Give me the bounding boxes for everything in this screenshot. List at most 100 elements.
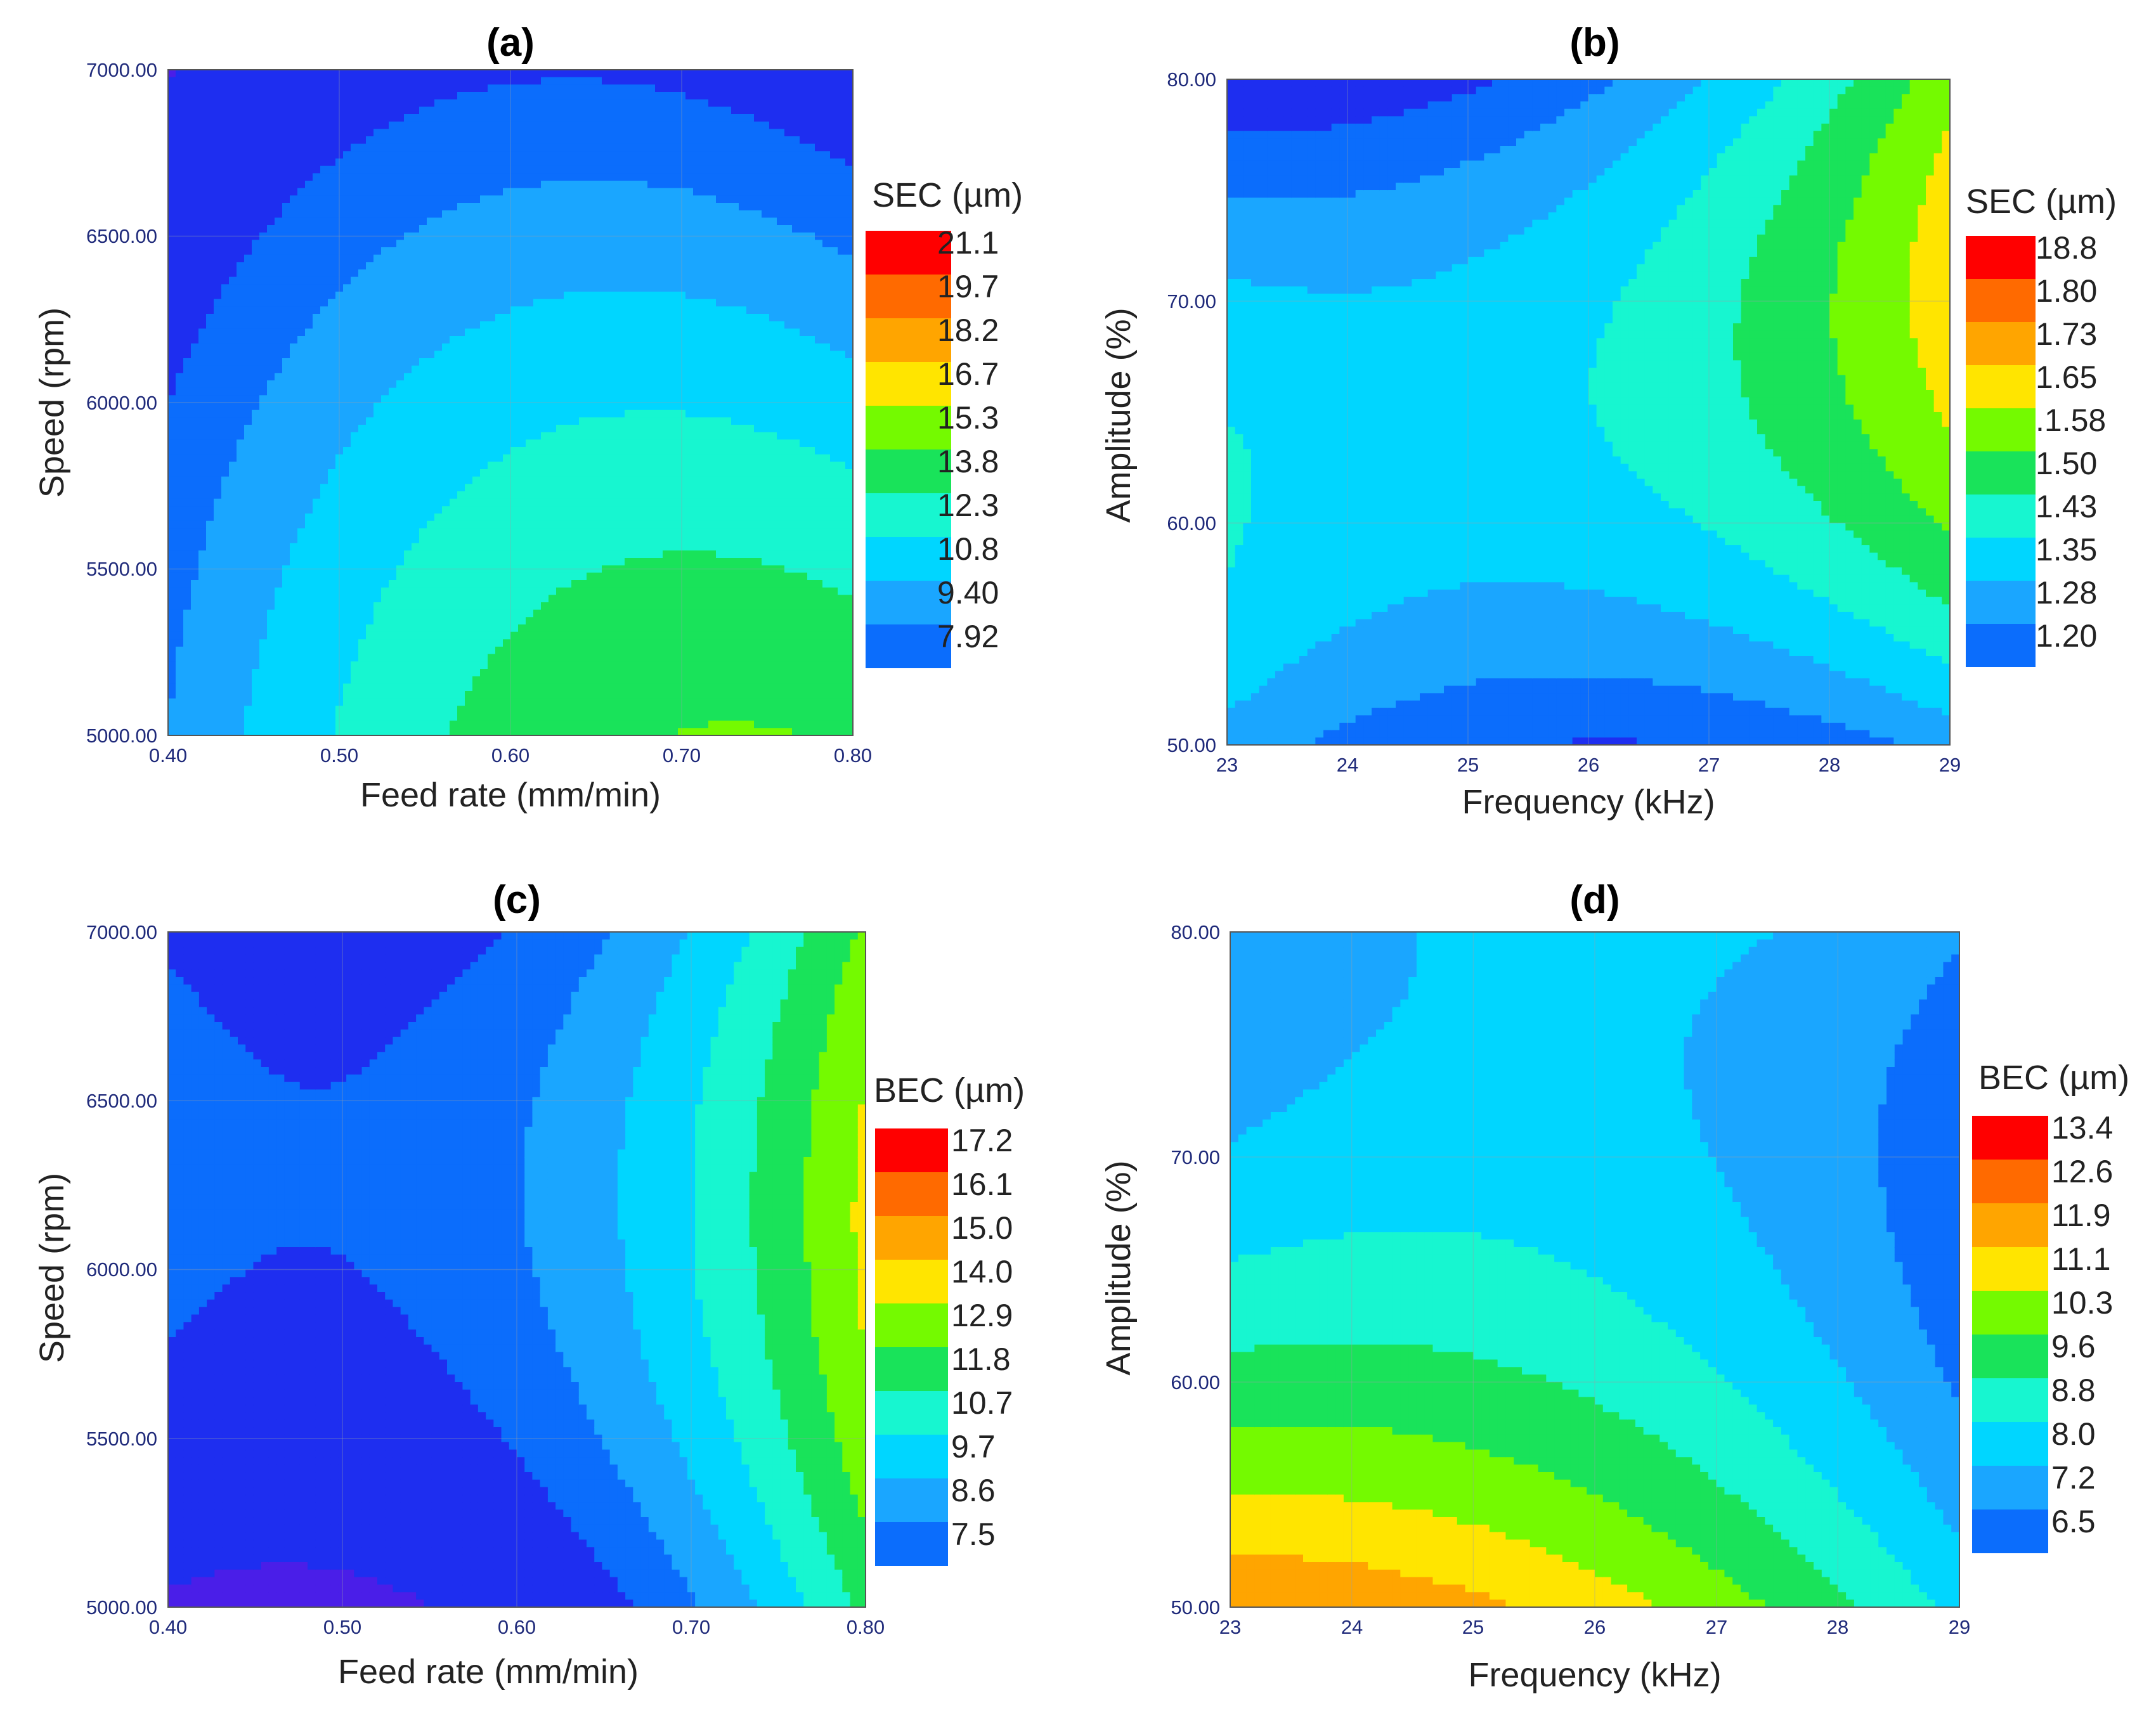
contour-cell <box>320 439 328 448</box>
contour-cell <box>571 358 580 366</box>
contour-cell <box>571 203 580 211</box>
contour-cell <box>518 476 526 485</box>
contour-cell <box>571 432 580 441</box>
contour-cell <box>457 514 465 522</box>
contour-cell <box>244 617 252 625</box>
contour-cell <box>556 713 564 721</box>
contour-cell <box>206 121 214 130</box>
contour-cell <box>571 683 580 692</box>
contour-cell <box>472 432 481 441</box>
contour-cell <box>389 173 397 181</box>
contour-cell <box>176 336 184 344</box>
contour-cell <box>290 469 298 477</box>
contour-cell <box>541 676 549 685</box>
contour-cell <box>579 595 587 603</box>
contour-cell <box>252 698 260 707</box>
contour-cell <box>305 262 313 270</box>
contour-cell <box>419 254 427 263</box>
contour-cell <box>343 410 351 418</box>
contour-cell <box>259 262 268 270</box>
contour-cell <box>176 669 184 677</box>
contour-cell <box>267 661 275 669</box>
contour-cell <box>457 432 465 441</box>
contour-cell <box>533 292 542 300</box>
contour-cell <box>244 498 252 507</box>
contour-cell <box>488 158 496 167</box>
contour-cell <box>191 77 199 86</box>
contour-cell <box>198 107 207 115</box>
contour-cell <box>176 321 184 330</box>
contour-cell <box>465 536 473 544</box>
contour-cell <box>343 647 351 655</box>
contour-cell <box>335 195 344 204</box>
contour-cell <box>290 706 298 714</box>
contour-cell <box>176 92 184 100</box>
contour-cell <box>373 484 382 492</box>
contour-cell <box>267 609 275 618</box>
contour-cell <box>237 572 245 581</box>
contour-cell <box>343 77 351 86</box>
contour-cell <box>579 706 587 714</box>
contour-cell <box>457 321 465 330</box>
contour-cell <box>518 358 526 366</box>
contour-cell <box>419 365 427 374</box>
contour-cell <box>198 595 207 603</box>
contour-cell <box>244 165 252 174</box>
contour-cell <box>503 609 511 618</box>
contour-cell <box>282 121 290 130</box>
contour-cell <box>275 380 283 389</box>
contour-cell <box>244 425 252 433</box>
contour-cell <box>366 432 374 441</box>
contour-cell <box>244 336 252 344</box>
contour-cell <box>206 536 214 544</box>
contour-cell <box>305 77 313 86</box>
contour-cell <box>465 195 473 204</box>
contour-cell <box>518 647 526 655</box>
contour-cell <box>381 624 389 633</box>
contour-cell <box>412 351 420 359</box>
contour-cell <box>404 676 412 685</box>
contour-cell <box>472 403 481 411</box>
contour-cell <box>419 351 427 359</box>
contour-cell <box>427 321 435 330</box>
contour-cell <box>457 107 465 115</box>
contour-cell <box>419 158 427 167</box>
contour-cell <box>495 188 503 197</box>
contour-cell <box>282 395 290 403</box>
contour-cell <box>427 587 435 596</box>
contour-cell <box>503 77 511 86</box>
contour-cell <box>541 580 549 588</box>
contour-cell <box>472 151 481 159</box>
contour-cell <box>237 387 245 396</box>
contour-cell <box>480 173 488 181</box>
contour-cell <box>282 447 290 455</box>
contour-cell <box>495 520 503 529</box>
contour-cell <box>252 713 260 721</box>
contour-cell <box>404 617 412 625</box>
contour-cell <box>518 232 526 241</box>
contour-cell <box>510 669 519 677</box>
contour-cell <box>313 269 321 278</box>
contour-cell <box>389 99 397 108</box>
contour-cell <box>442 403 450 411</box>
contour-cell <box>282 276 290 285</box>
contour-cell <box>510 713 519 721</box>
contour-cell <box>472 395 481 403</box>
contour-cell <box>579 484 587 492</box>
contour-cell <box>526 195 534 204</box>
contour-cell <box>358 676 367 685</box>
contour-cell <box>229 558 237 566</box>
contour-cell <box>419 520 427 529</box>
contour-cell <box>320 365 328 374</box>
contour-cell <box>541 151 549 159</box>
contour-cell <box>419 232 427 241</box>
contour-cell <box>549 498 557 507</box>
contour-cell <box>526 691 534 699</box>
contour-cell <box>450 129 458 137</box>
contour-cell <box>343 217 351 226</box>
contour-cell <box>191 188 199 197</box>
contour-cell <box>427 617 435 625</box>
contour-cell <box>305 617 313 625</box>
contour-cell <box>320 543 328 552</box>
contour-cell <box>510 143 519 152</box>
